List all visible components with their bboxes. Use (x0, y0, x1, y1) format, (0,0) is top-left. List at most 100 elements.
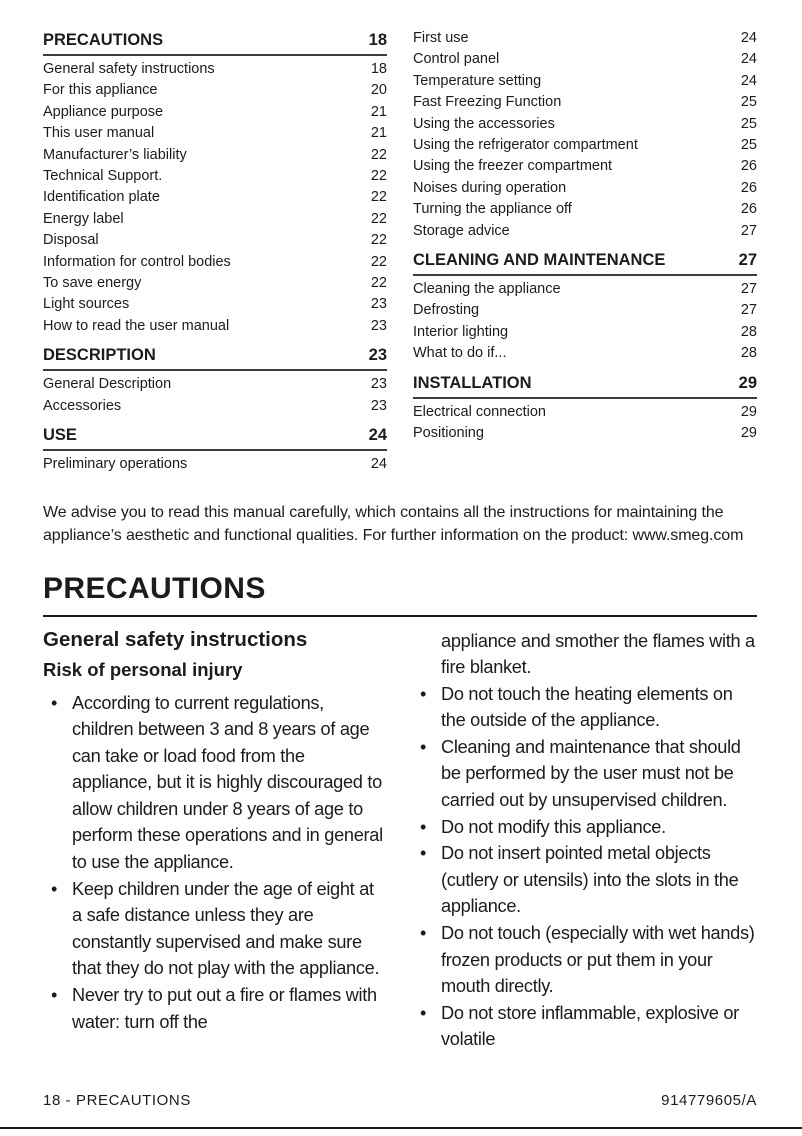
toc-entry: Noises during operation 26 (413, 178, 757, 199)
toc-label: PRECAUTIONS (43, 31, 164, 49)
toc-entry: For this appliance 20 (43, 80, 387, 101)
toc-entry: Cleaning the appliance 27 (413, 279, 757, 300)
toc-entry: Electrical connection 29 (413, 402, 757, 423)
toc-entry: Energy label 22 (43, 209, 387, 230)
toc-entry: Turning the appliance off 26 (413, 199, 757, 220)
toc-entry: Control panel 24 (413, 49, 757, 70)
toc-label: For this appliance (43, 82, 158, 99)
toc-page-number: 26 (740, 179, 757, 196)
toc-page-number: 23 (370, 296, 387, 313)
toc-entry: First use 24 (413, 28, 757, 49)
toc-label: Accessories (43, 397, 122, 414)
toc-column-right: First use 24 Control panel 24 Temperature se… (413, 28, 757, 476)
bullet-item: Keep children under the age of eight at … (43, 876, 388, 982)
toc-label: Defrosting (413, 302, 480, 319)
toc-page-number: 27 (740, 281, 757, 298)
toc-label: Electrical connection (413, 403, 546, 420)
toc-section-header: INSTALLATION 29 (413, 371, 757, 399)
toc-page-number: 25 (740, 94, 757, 111)
toc-entry: Positioning 29 (413, 423, 757, 444)
bullet-item: Cleaning and maintenance that should be … (412, 734, 757, 814)
toc-entry: Appliance purpose 21 (43, 102, 387, 123)
bottom-rule (0, 1127, 802, 1129)
toc-page-number: 22 (370, 146, 387, 163)
toc-entry: General Description 23 (43, 374, 387, 395)
body-column-right: appliance and smother the flames with a … (412, 628, 757, 1054)
toc-label: Using the accessories (413, 115, 555, 132)
toc-page-number: 27 (738, 251, 757, 270)
toc-entry: Accessories 23 (43, 396, 387, 417)
toc-label: Positioning (413, 425, 484, 442)
toc-entry: Interior lighting 28 (413, 322, 757, 343)
toc-entry: Disposal 22 (43, 230, 387, 251)
bullet-list-left: According to current regulations, childr… (43, 690, 388, 1036)
toc-page-number: 22 (370, 210, 387, 227)
toc-page-number: 24 (368, 426, 387, 445)
toc-label: This user manual (43, 125, 155, 142)
toc-label: Storage advice (413, 222, 510, 239)
toc-label: How to read the user manual (43, 317, 230, 334)
toc-label: Technical Support. (43, 168, 163, 185)
toc-label: CLEANING AND MAINTENANCE (413, 251, 666, 270)
toc-entry: Fast Freezing Function 25 (413, 92, 757, 113)
bullet-item: According to current regulations, childr… (43, 690, 388, 876)
toc-page-number: 22 (370, 168, 387, 185)
toc-label: Noises during operation (413, 179, 567, 196)
continuation-text: appliance and smother the flames with a … (441, 630, 755, 678)
toc-page-number: 29 (740, 403, 757, 420)
toc-page-number: 27 (740, 222, 757, 239)
toc-page-number: 28 (740, 345, 757, 362)
toc-entry: Using the refrigerator compartment 25 (413, 135, 757, 156)
toc-label: Control panel (413, 51, 500, 68)
toc-label: Appliance purpose (43, 103, 164, 120)
toc-entry: Using the accessories 25 (413, 114, 757, 135)
toc-page-number: 21 (370, 103, 387, 120)
toc-entry: Manufacturer’s liability 22 (43, 145, 387, 166)
bullet-item: Do not touch the heating elements on the… (412, 681, 757, 734)
page-footer: 18 - PRECAUTIONS 914779605/A (43, 1092, 757, 1109)
bullet-item: Do not touch (especially with wet hands)… (412, 920, 757, 1000)
bullet-item: Do not modify this appliance. (412, 814, 757, 841)
toc-label: Information for control bodies (43, 253, 231, 270)
toc-entry: Storage advice 27 (413, 221, 757, 242)
toc-page-number: 29 (740, 425, 757, 442)
toc-label: USE (43, 426, 77, 445)
toc-page-number: 26 (740, 158, 757, 175)
body-columns: General safety instructions Risk of pers… (43, 628, 757, 1054)
toc-entry: What to do if... 28 (413, 343, 757, 364)
footer-doc-code: 914779605/A (661, 1092, 757, 1109)
risk-heading: Risk of personal injury (43, 658, 243, 680)
subsection-title: General safety instructions (43, 627, 308, 651)
toc-entry: To save energy 22 (43, 273, 387, 294)
toc-page-number: 22 (370, 189, 387, 206)
toc-page-number: 21 (370, 125, 387, 142)
toc-column-left: PRECAUTIONS 18 General safety instructions… (43, 28, 387, 476)
footer-page-label: 18 - PRECAUTIONS (43, 1092, 191, 1109)
toc-label: DESCRIPTION (43, 346, 156, 365)
toc-label: Identification plate (43, 189, 160, 206)
toc-entry: General safety instructions 18 (43, 59, 387, 80)
toc-label: Interior lighting (413, 323, 509, 340)
toc-label: General safety instructions (43, 61, 215, 77)
toc-section-header: USE 24 (43, 423, 387, 452)
body-column-left: General safety instructions Risk of pers… (43, 628, 388, 1054)
toc-entry: Using the freezer compartment 26 (413, 156, 757, 177)
toc-label: INSTALLATION (413, 373, 532, 392)
toc-page-number: 22 (370, 232, 387, 249)
toc-label: To save energy (43, 275, 142, 292)
toc-page-number: 27 (740, 302, 757, 319)
toc-label: Cleaning the appliance (413, 281, 561, 298)
toc-entry: How to read the user manual 23 (43, 316, 387, 337)
toc-entry: Preliminary operations 24 (43, 454, 387, 475)
table-of-contents: PRECAUTIONS 18 General safety instructions… (43, 28, 757, 476)
toc-page-number: 23 (368, 346, 387, 365)
toc-page-number: 22 (370, 253, 387, 270)
toc-page-number: 20 (370, 82, 387, 99)
toc-page-number: 25 (740, 115, 757, 132)
toc-section-header: PRECAUTIONS 18 (43, 28, 387, 56)
toc-label: Light sources (43, 296, 130, 313)
toc-label: Using the refrigerator compartment (413, 137, 638, 154)
toc-page-number: 24 (740, 72, 757, 89)
toc-section-header: DESCRIPTION 23 (43, 343, 387, 372)
toc-entry: Light sources 23 (43, 294, 387, 315)
